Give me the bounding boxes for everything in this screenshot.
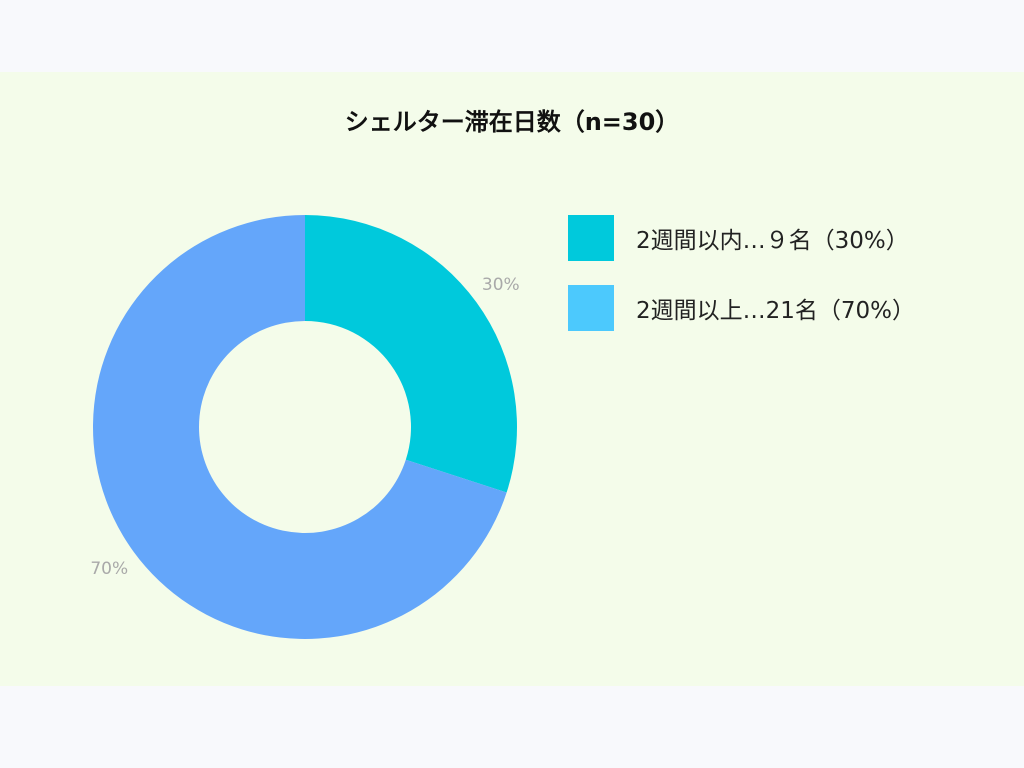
slices — [93, 215, 517, 640]
legend-swatch — [568, 215, 614, 261]
slice-labels: 30% 70% — [90, 275, 519, 579]
legend-item-within-2-weeks: 2週間以内…９名（30%） — [568, 215, 915, 261]
slice-label-over-2-weeks: 70% — [90, 559, 128, 579]
legend-item-over-2-weeks: 2週間以上…21名（70%） — [568, 285, 915, 331]
slice-within-2-weeks — [305, 215, 517, 493]
chart-title: シェルター滞在日数（n=30） — [344, 108, 680, 136]
legend-label: 2週間以上…21名（70%） — [636, 298, 916, 324]
slice-label-within-2-weeks: 30% — [482, 275, 520, 295]
donut-chart: 30% 70% — [90, 215, 520, 640]
legend-swatch — [568, 285, 614, 331]
slice-over-2-weeks — [93, 215, 507, 640]
legend: 2週間以内…９名（30%） 2週間以上…21名（70%） — [568, 215, 915, 355]
chart-panel: シェルター滞在日数（n=30） 30% 70% 2週間以内…９名（30%） 2週間… — [0, 72, 1024, 686]
legend-label: 2週間以内…９名（30%） — [636, 228, 909, 254]
